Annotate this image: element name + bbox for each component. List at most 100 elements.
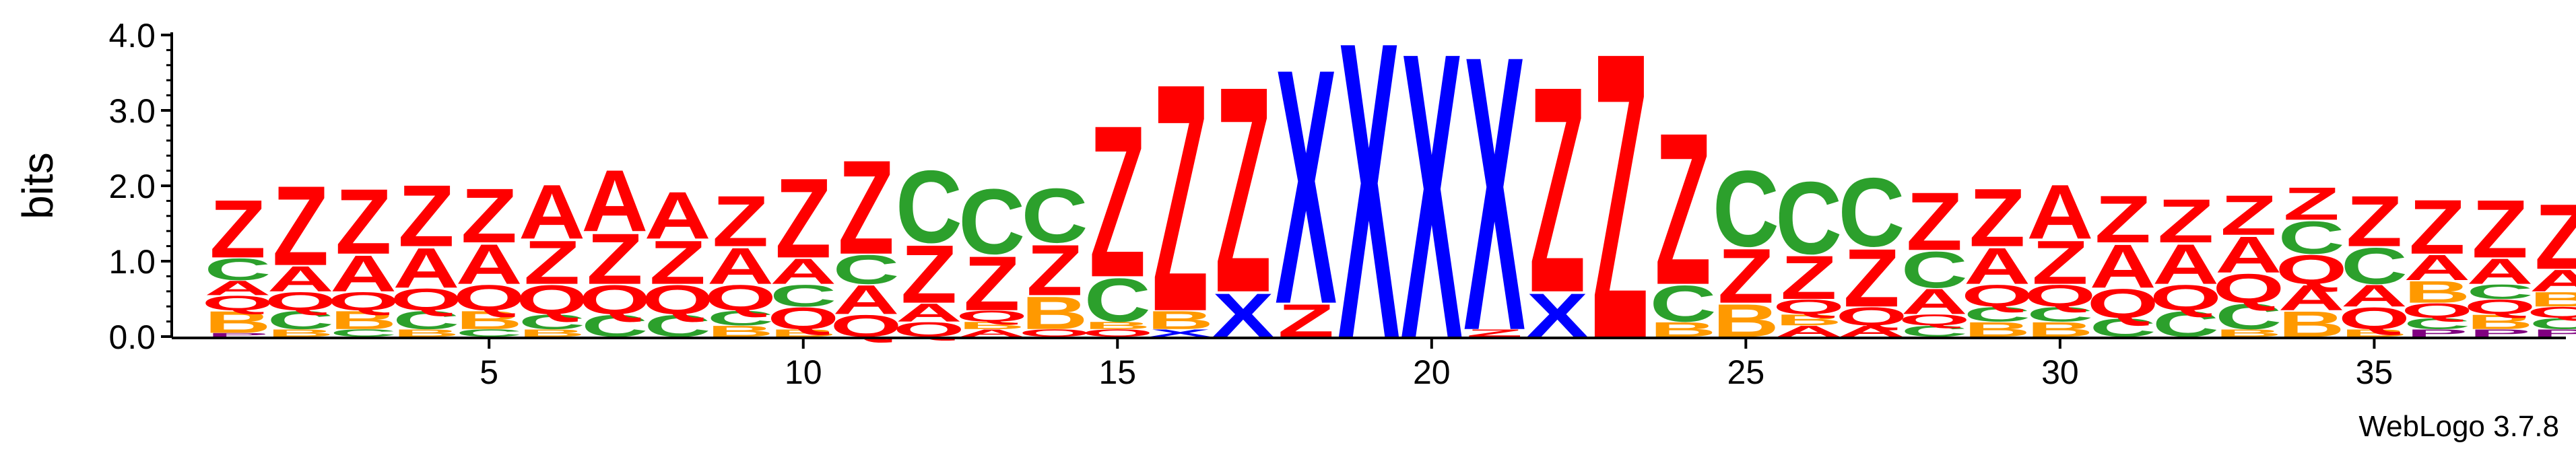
logo-glyph-q: Q bbox=[704, 278, 777, 318]
x-tick-label: 15 bbox=[1098, 353, 1136, 391]
logo-glyph-c: C bbox=[1901, 240, 1968, 298]
logo-glyph-q: Q bbox=[1898, 311, 1971, 329]
logo-glyph-q: Q bbox=[2464, 296, 2536, 318]
logo-glyph-z: Z bbox=[1717, 232, 1774, 319]
logo-glyph-c: C bbox=[2026, 303, 2093, 326]
x-tick-label: 5 bbox=[480, 353, 498, 391]
axes: 0.0 1.0 2.0 3.0 4.0 5 10 15 20 25 30 35 bbox=[108, 17, 2566, 391]
logo-glyph-z: Z bbox=[587, 219, 643, 300]
logo-glyph-a: A bbox=[393, 237, 459, 300]
logo-glyphs: PBQACZBCQAZCBQAZBCQAZCBQAZBCQZACQZACQZAB… bbox=[202, 0, 2576, 427]
logo-glyph-q: Q bbox=[767, 301, 839, 336]
logo-glyph-c: C bbox=[393, 306, 459, 335]
logo-glyph-b: B bbox=[456, 306, 523, 335]
logo-glyph-z: Z bbox=[838, 133, 894, 283]
logo-glyph-z: Z bbox=[1215, 25, 1272, 353]
logo-glyph-z: Z bbox=[2534, 185, 2576, 289]
logo-glyph-b: B bbox=[2341, 327, 2408, 339]
logo-glyph-q: Q bbox=[956, 308, 1028, 325]
logo-glyph-q: Q bbox=[202, 291, 274, 314]
logo-glyph-b: B bbox=[1021, 287, 1088, 339]
logo-glyph-c: C bbox=[2530, 315, 2576, 333]
logo-glyph-a: A bbox=[896, 298, 962, 327]
logo-glyph-q: Q bbox=[265, 287, 337, 316]
logo-glyph-z: Z bbox=[964, 240, 1020, 326]
y-tick-label: 0.0 bbox=[108, 318, 156, 356]
logo-glyph-b: B bbox=[393, 327, 459, 339]
logo-glyph-z: Z bbox=[649, 228, 706, 297]
logo-glyph-c: C bbox=[330, 327, 397, 339]
logo-glyph-q: Q bbox=[516, 277, 588, 323]
logo-glyph-b: B bbox=[1775, 311, 1842, 329]
logo-glyph-a: A bbox=[2467, 252, 2534, 292]
logo-glyph-a: A bbox=[2215, 226, 2282, 283]
y-tick-label: 3.0 bbox=[108, 92, 156, 130]
logo-glyph-c: C bbox=[456, 327, 523, 339]
x-tick-label: 10 bbox=[785, 353, 822, 391]
logo-glyph-b: B bbox=[1084, 320, 1151, 331]
logo-glyph-p: P bbox=[2469, 327, 2530, 339]
logo-glyph-b: B bbox=[2215, 327, 2282, 339]
logo-glyph-a: A bbox=[2530, 263, 2576, 298]
logo-glyph-q: Q bbox=[391, 282, 463, 317]
logo-glyph-p: P bbox=[2532, 327, 2576, 339]
logo-glyph-q: Q bbox=[2212, 265, 2284, 312]
logo-glyph-b: B bbox=[2467, 310, 2534, 333]
logo-glyph-a: A bbox=[2026, 168, 2093, 255]
logo-glyph-q: Q bbox=[2024, 278, 2096, 313]
logo-glyph-z: Z bbox=[524, 228, 581, 297]
logo-glyph-c: C bbox=[204, 252, 271, 287]
logo-glyph-z: Z bbox=[1466, 327, 1523, 339]
logo-glyph-q: Q bbox=[453, 278, 525, 318]
logo-glyph-c: C bbox=[833, 246, 900, 293]
logo-glyph-z: Z bbox=[713, 182, 769, 262]
logo-glyph-x: X bbox=[1150, 327, 1211, 339]
logo-glyph-z: Z bbox=[2346, 182, 2403, 262]
logo-glyph-z: Z bbox=[2283, 178, 2340, 230]
logo-glyph-z: Z bbox=[461, 172, 517, 258]
logo-glyph-z: Z bbox=[2032, 228, 2088, 297]
logo-glyph-a: A bbox=[581, 152, 648, 250]
logo-glyph-c: C bbox=[2278, 211, 2345, 263]
logo-glyph-z: Z bbox=[2158, 186, 2214, 255]
logo-glyph-q: Q bbox=[579, 277, 651, 323]
logo-glyph-q: Q bbox=[327, 287, 399, 316]
logo-glyph-z: Z bbox=[2220, 184, 2277, 247]
logo-glyph-c: C bbox=[1964, 303, 2030, 326]
logo-glyph-x: X bbox=[1401, 0, 1463, 424]
logo-glyph-a: A bbox=[2404, 248, 2470, 288]
logo-glyph-q: Q bbox=[2276, 246, 2348, 293]
logo-glyph-a: A bbox=[707, 237, 774, 295]
logo-glyph-c: C bbox=[1775, 160, 1842, 276]
logo-glyph-x: X bbox=[1275, 0, 1337, 374]
logo-glyph-z: Z bbox=[1969, 171, 2026, 264]
logo-glyph-z: Z bbox=[1843, 232, 1900, 324]
logo-glyph-c: C bbox=[958, 170, 1025, 274]
logo-glyph-z: Z bbox=[1026, 230, 1083, 310]
logo-glyph-q: Q bbox=[1773, 296, 1845, 318]
logo-glyph-p: P bbox=[2406, 327, 2468, 339]
logo-glyph-a: A bbox=[2152, 233, 2219, 296]
logo-glyph-a: A bbox=[2090, 232, 2156, 301]
logo-glyph-a: A bbox=[330, 244, 397, 302]
logo-glyph-c: C bbox=[896, 149, 962, 265]
logo-glyph-b: B bbox=[330, 306, 397, 335]
logo-glyph-c: C bbox=[2404, 315, 2470, 333]
logo-glyph-a: A bbox=[456, 233, 523, 296]
logo-glyph-q: Q bbox=[642, 277, 714, 323]
logo-glyph-q: Q bbox=[1019, 327, 1091, 339]
logo-glyph-c: C bbox=[1838, 158, 1905, 267]
logo-glyph-q: Q bbox=[1082, 327, 1154, 339]
y-tick-label: 1.0 bbox=[108, 243, 156, 281]
logo-glyph-q: Q bbox=[1961, 278, 2033, 313]
logo-glyph-q: Q bbox=[1836, 302, 1908, 331]
logo-glyph-z: Z bbox=[1655, 88, 1711, 330]
logo-glyph-a: A bbox=[645, 178, 711, 253]
logo-glyph-z: Z bbox=[775, 155, 832, 282]
logo-glyph-z: Z bbox=[1906, 175, 1962, 268]
logo-glyph-c: C bbox=[2341, 237, 2408, 295]
y-axis-label: bits bbox=[13, 152, 62, 219]
logo-glyph-c: C bbox=[2215, 297, 2282, 337]
logo-glyph-z: Z bbox=[398, 168, 455, 265]
